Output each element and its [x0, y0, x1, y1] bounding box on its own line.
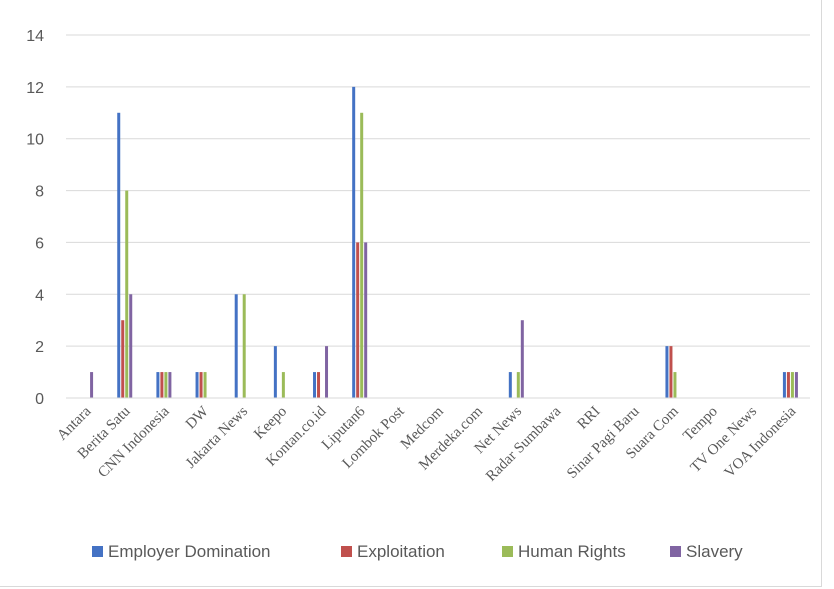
bar	[673, 372, 677, 398]
bar	[520, 320, 524, 398]
bar	[156, 372, 160, 398]
y-tick-label: 8	[35, 184, 44, 201]
bar	[129, 294, 133, 398]
bar	[794, 372, 798, 398]
y-tick-label: 14	[26, 28, 44, 45]
bar	[125, 190, 129, 398]
bar	[117, 112, 121, 399]
legend-label: Slavery	[686, 542, 743, 561]
bars	[90, 86, 798, 399]
x-tick-label: CNN Indonesia	[95, 403, 173, 481]
bar	[669, 346, 673, 398]
legend-label: Employer Domination	[108, 542, 271, 561]
legend: Employer Domination Exploitation Human Rig…	[92, 542, 743, 561]
y-tick-label: 4	[35, 287, 44, 304]
legend-swatch	[341, 546, 352, 557]
bar	[360, 112, 364, 399]
bar	[195, 372, 199, 398]
bar	[203, 372, 207, 398]
legend-swatch	[670, 546, 681, 557]
bar	[90, 372, 94, 398]
bar	[121, 320, 125, 398]
y-tick-label: 12	[26, 80, 44, 97]
y-tick-label: 0	[35, 391, 44, 408]
bar	[325, 346, 329, 398]
y-tick-label: 2	[35, 339, 44, 356]
x-tick-label: DW	[183, 403, 213, 433]
bar	[313, 372, 317, 398]
bar	[317, 372, 321, 398]
y-tick-label: 6	[35, 235, 44, 252]
bar	[356, 242, 360, 398]
bar	[281, 372, 285, 398]
y-tick-label: 10	[26, 132, 44, 149]
bar	[665, 346, 669, 398]
bar	[168, 372, 172, 398]
legend-swatch	[502, 546, 513, 557]
bar	[234, 294, 238, 398]
x-tick-label: RRI	[574, 404, 603, 433]
bar	[790, 372, 794, 398]
bar	[199, 372, 203, 398]
bar	[516, 372, 520, 398]
legend-swatch	[92, 546, 103, 557]
bar	[786, 372, 790, 398]
bar	[364, 242, 368, 398]
bar	[352, 86, 356, 398]
bar	[160, 372, 164, 398]
bar	[164, 372, 168, 398]
legend-label: Human Rights	[518, 542, 626, 561]
bar	[273, 346, 277, 398]
y-axis-ticks: 0 2 4 6 8 10 12 14	[26, 28, 44, 408]
x-tick-label: VOA Indonesia	[722, 403, 800, 481]
bar	[508, 372, 512, 398]
bar	[242, 294, 246, 398]
gridlines	[66, 34, 810, 347]
legend-label: Exploitation	[357, 542, 445, 561]
bar	[782, 372, 786, 398]
